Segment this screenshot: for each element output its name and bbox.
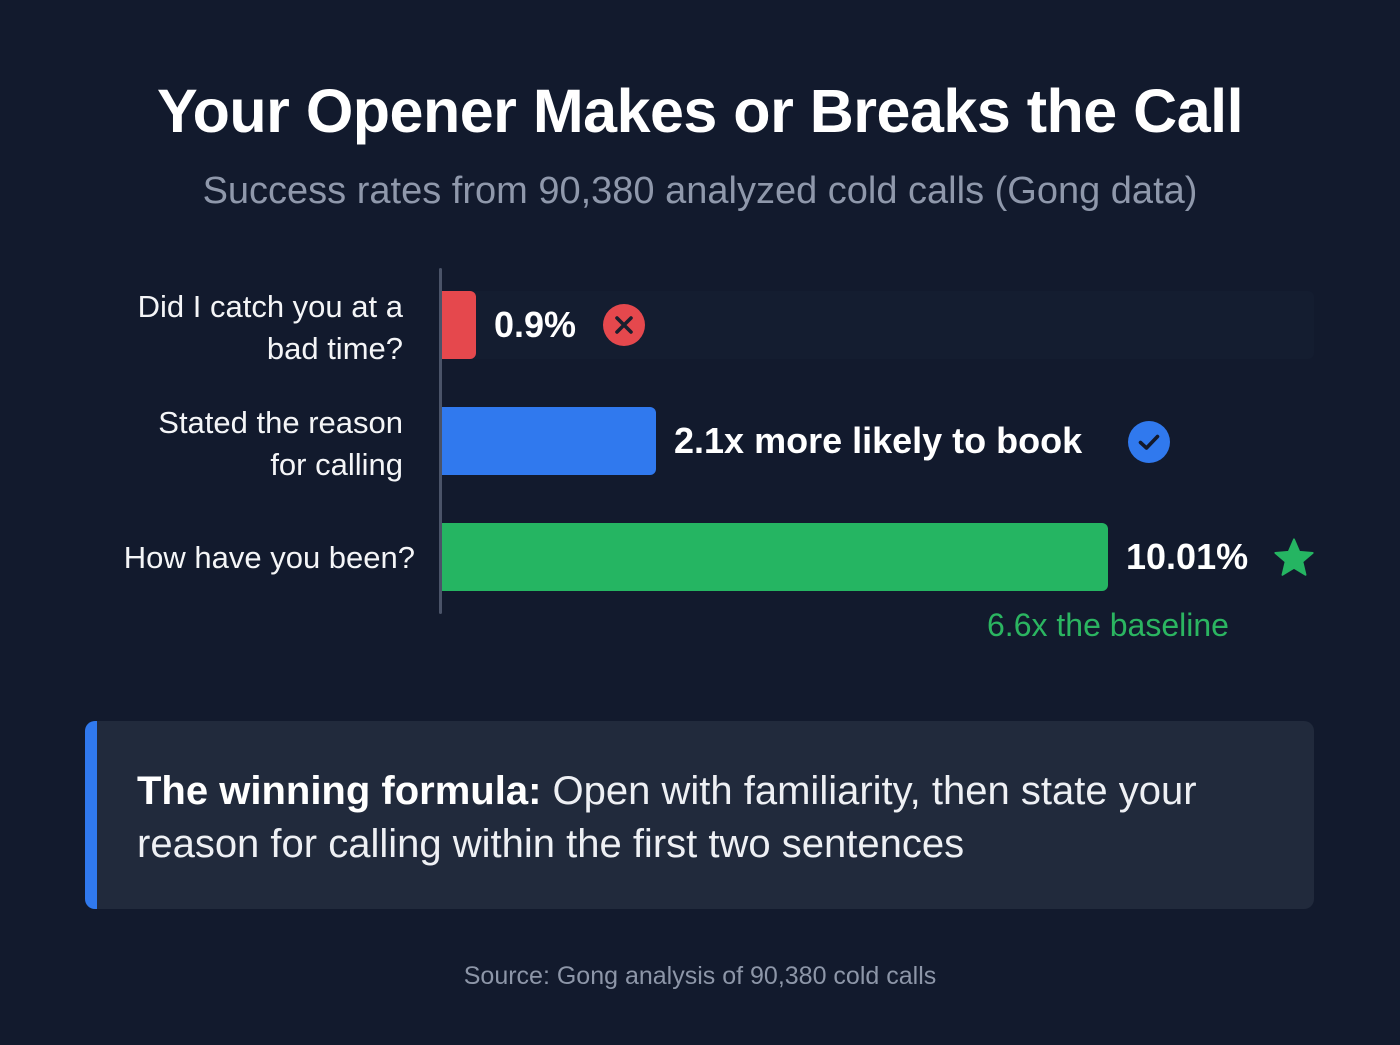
value-label: 10.01% bbox=[1126, 536, 1249, 577]
value-label: 0.9% bbox=[494, 304, 577, 345]
star-icon bbox=[1272, 536, 1316, 580]
winning-formula-callout: The winning formula: Open with familiari… bbox=[85, 721, 1314, 909]
row-label-line: Stated the reason bbox=[158, 405, 403, 440]
row-label-line: How have you been? bbox=[123, 540, 415, 575]
source-note: Source: Gong analysis of 90,380 cold cal… bbox=[463, 962, 937, 990]
callout-body: Open with familiarity, then state your r… bbox=[137, 769, 1197, 866]
bar-reason bbox=[442, 407, 656, 475]
bar-bad-time bbox=[442, 291, 476, 359]
bar-how-been bbox=[442, 523, 1108, 591]
row-label-line: bad time? bbox=[266, 331, 403, 366]
bar-track bbox=[442, 291, 1314, 359]
callout-bold: The winning formula: bbox=[137, 769, 542, 813]
chart-title: Your Opener Makes or Breaks the Call bbox=[156, 77, 1244, 145]
row-label-line: Did I catch you at a bbox=[137, 289, 403, 324]
value-label: 2.1x more likely to book bbox=[674, 420, 1083, 461]
y-axis-line bbox=[439, 268, 442, 614]
row-label: How have you been? bbox=[60, 537, 415, 579]
row-label: Stated the reason for calling bbox=[60, 402, 403, 486]
check-circle-icon bbox=[1128, 421, 1170, 463]
row-label: Did I catch you at a bad time? bbox=[60, 286, 403, 370]
row-label-line: for calling bbox=[270, 447, 403, 482]
baseline-note: 6.6x the baseline bbox=[987, 607, 1229, 643]
callout-accent-bar bbox=[85, 721, 97, 909]
callout-text: The winning formula: Open with familiari… bbox=[137, 765, 1257, 871]
x-circle-icon bbox=[603, 304, 645, 346]
chart-subtitle: Success rates from 90,380 analyzed cold … bbox=[202, 170, 1198, 212]
